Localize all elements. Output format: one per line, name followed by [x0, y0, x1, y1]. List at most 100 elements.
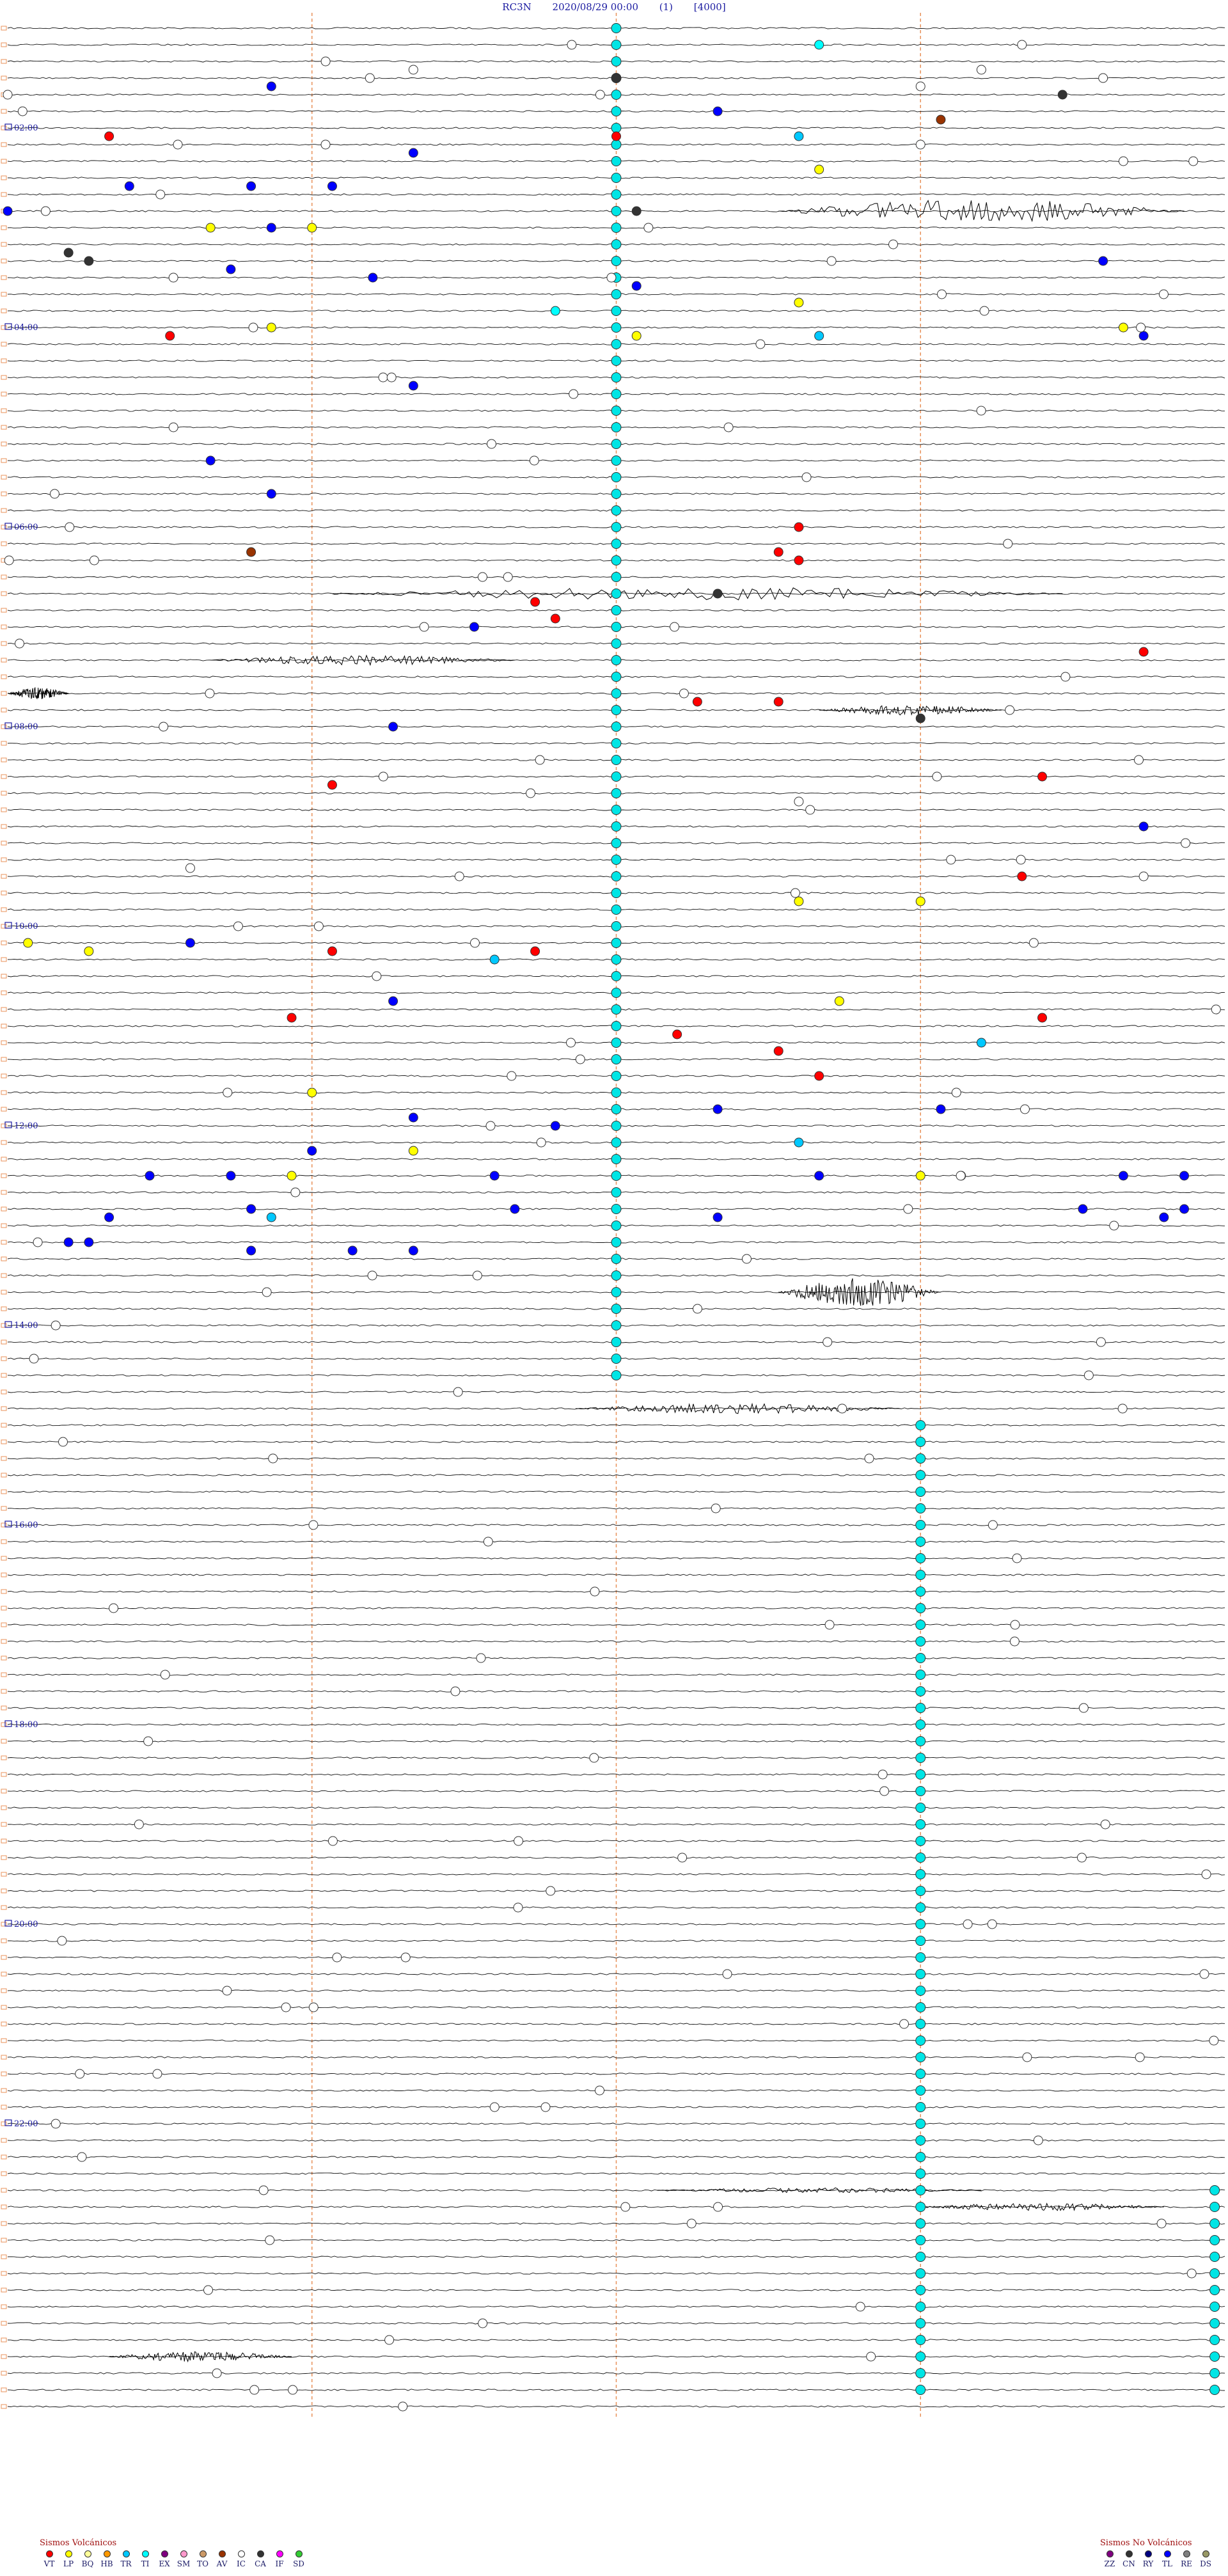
event-marker-TI — [611, 855, 622, 865]
trace-marker — [1, 1206, 7, 1212]
event-marker-TL — [1078, 1204, 1088, 1214]
trace-marker — [1, 1772, 7, 1777]
seismic-trace — [7, 2322, 1225, 2325]
seismic-trace — [8, 1740, 1225, 1742]
seismic-trace — [7, 1391, 1225, 1393]
event-marker-TI — [915, 2069, 926, 2079]
event-marker-TI — [611, 1354, 622, 1364]
event-marker-TI — [915, 1819, 926, 1829]
seismic-trace — [7, 1856, 1225, 1859]
hour-label: 16:00 — [14, 1521, 38, 1530]
event-marker-IC — [1135, 2052, 1145, 2062]
event-marker-TI — [611, 406, 622, 416]
trace-marker — [1, 1007, 7, 1012]
event-marker-IC — [855, 2302, 865, 2312]
event-marker-LP — [307, 1087, 317, 1098]
event-marker-TI — [611, 1021, 622, 1031]
event-marker-TI — [611, 821, 622, 832]
trace-marker — [1, 242, 7, 247]
event-marker-TI — [611, 439, 622, 449]
event-marker-VT — [327, 946, 337, 956]
seismic-trace — [7, 2222, 1225, 2225]
trace-marker — [1, 1473, 7, 1478]
event-marker-IC — [265, 2235, 275, 2245]
event-marker-TI — [915, 2202, 926, 2212]
seismic-trace — [7, 2189, 1225, 2192]
event-marker-IC — [1117, 1403, 1128, 1414]
trace-marker — [1, 2121, 7, 2126]
event-marker-TL — [712, 1104, 723, 1114]
event-marker-TI — [611, 239, 622, 249]
trace-marker — [1, 1040, 7, 1045]
event-marker-IC — [487, 439, 497, 449]
event-marker-TL — [1179, 1171, 1190, 1181]
event-marker-VT — [773, 1046, 783, 1056]
seismic-trace — [7, 2206, 1225, 2208]
trace-marker — [1, 807, 7, 812]
event-marker-TI — [1209, 2385, 1220, 2395]
event-marker-TI — [611, 156, 622, 166]
legend-item-lp: LP — [59, 2550, 78, 2568]
event-marker-VT — [327, 780, 337, 790]
trace-marker — [1, 1057, 7, 1062]
event-marker-VT — [530, 946, 540, 956]
legend-code-if: IF — [275, 2559, 284, 2568]
event-marker-TI — [915, 2252, 926, 2262]
legend-item-ti: TI — [136, 2550, 155, 2568]
event-marker-IC — [575, 1054, 585, 1064]
event-marker-TI — [915, 1570, 926, 1580]
event-marker-IC — [514, 1836, 524, 1846]
event-marker-TI — [915, 2002, 926, 2012]
event-marker-TL — [408, 381, 418, 391]
event-marker-VT — [672, 1029, 682, 1039]
event-marker-TI — [611, 139, 622, 150]
event-marker-TI — [1209, 2268, 1220, 2279]
trace-marker — [1, 1423, 7, 1428]
event-marker-TI — [611, 339, 622, 349]
event-marker-IC — [1100, 1819, 1110, 1829]
seismic-trace — [7, 2039, 1225, 2042]
legend-dot-ti — [141, 2550, 149, 2557]
event-marker-TI — [915, 2102, 926, 2112]
hour-label: 18:00 — [14, 1720, 38, 1730]
event-marker-TI — [915, 2268, 926, 2279]
event-marker-IC — [888, 239, 899, 249]
trace-marker — [1, 1955, 7, 1960]
trace-marker — [1, 940, 7, 945]
trace-marker — [1, 1223, 7, 1228]
event-marker-TI — [915, 2302, 926, 2312]
event-marker-IC — [535, 755, 545, 765]
event-marker-TL — [1098, 256, 1108, 266]
event-marker-TI — [915, 1537, 926, 1547]
legend-dot-zz — [1106, 2550, 1114, 2557]
event-marker-TI — [611, 372, 622, 383]
hour-marker — [4, 1521, 12, 1528]
legend-dot-ex — [161, 2550, 168, 2557]
trace-marker — [1, 2321, 7, 2326]
event-marker-IC — [372, 971, 382, 981]
event-marker-IC — [109, 1603, 119, 1613]
event-marker-LP — [631, 331, 642, 341]
event-marker-IC — [40, 206, 51, 216]
event-marker-TI — [611, 921, 622, 931]
event-marker-CA — [1057, 90, 1067, 100]
event-marker-TI — [611, 871, 622, 881]
event-marker-TI — [915, 2135, 926, 2145]
legend-code-tr: TR — [120, 2559, 132, 2568]
event-marker-IC — [489, 2102, 500, 2112]
legend-item-hb: HB — [97, 2550, 116, 2568]
trace-marker — [1, 1356, 7, 1361]
event-marker-TL — [226, 1171, 236, 1181]
event-marker-IC — [606, 273, 617, 283]
event-marker-TL — [307, 1146, 317, 1156]
event-marker-TI — [611, 322, 622, 333]
event-marker-LP — [834, 996, 844, 1006]
event-marker-TI — [611, 1087, 622, 1098]
event-marker-IC — [75, 2069, 85, 2079]
event-marker-IC — [378, 372, 388, 383]
trace-marker — [1, 1290, 7, 1295]
event-marker-TI — [611, 1104, 622, 1114]
event-marker-IC — [134, 1819, 144, 1829]
trace-marker — [1, 658, 7, 663]
event-marker-TI — [915, 1769, 926, 1780]
